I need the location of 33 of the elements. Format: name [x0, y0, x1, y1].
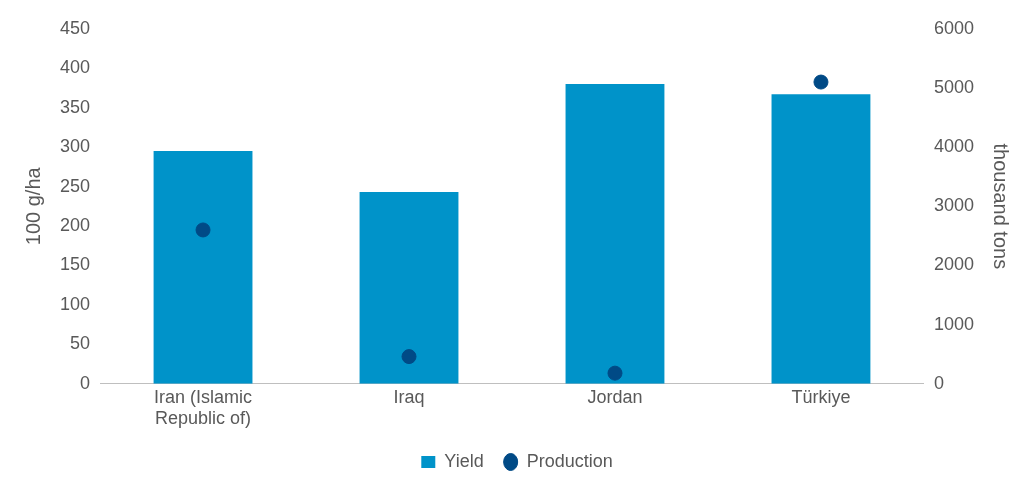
bar [771, 94, 871, 384]
y2-tick-label: 6000 [933, 17, 974, 38]
y-tick-label: 150 [59, 254, 91, 275]
y-tick-label: 250 [59, 175, 91, 196]
point [401, 349, 417, 365]
legend-label: Yield [444, 450, 484, 471]
y-tick-label: 100 [59, 293, 91, 314]
y-tick-label: 350 [59, 96, 91, 117]
y-tick-label: 300 [59, 136, 91, 157]
bar [153, 151, 253, 384]
y-tick-label: 400 [59, 57, 91, 78]
y2-tick-label: 0 [933, 372, 944, 393]
legend-label: Production [526, 450, 613, 471]
bar [565, 84, 665, 384]
y-tick-label: 50 [70, 333, 91, 354]
y-axis-title: 100 g/ha [21, 166, 44, 246]
y2-tick-label: 1000 [933, 313, 974, 334]
point [813, 74, 829, 90]
x-tick-label: Iraq [393, 386, 425, 407]
y2-axis-title: thousand tons [990, 143, 1013, 270]
y-tick-label: 0 [80, 372, 91, 393]
y-tick-label: 450 [59, 17, 91, 38]
bar [359, 192, 459, 384]
x-tick-label: Jordan [587, 386, 643, 407]
y2-tick-label: 3000 [933, 195, 974, 216]
point [195, 222, 211, 238]
point [607, 365, 623, 381]
x-tick-label: Iran (Islamic Republic of) [154, 386, 253, 429]
y2-tick-label: 4000 [933, 136, 974, 157]
y-tick-label: 200 [59, 214, 91, 235]
x-tick-label: Türkiye [791, 386, 851, 407]
y2-tick-label: 5000 [933, 76, 974, 97]
y2-tick-label: 2000 [933, 254, 974, 275]
